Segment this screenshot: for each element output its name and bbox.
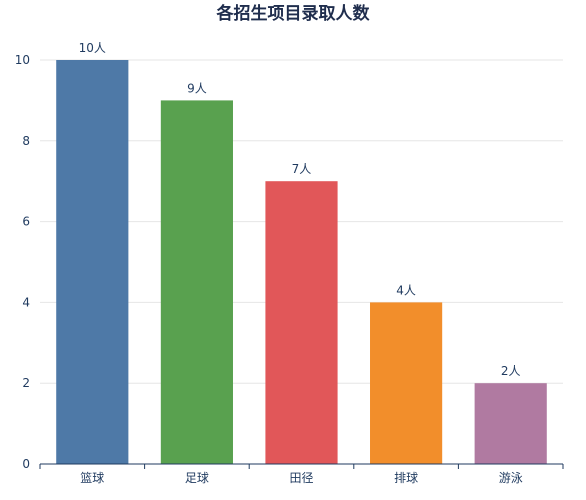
y-tick-label: 6 — [22, 215, 30, 229]
y-tick-label: 2 — [22, 376, 30, 390]
x-tick-label: 足球 — [185, 471, 209, 485]
x-tick-label: 田径 — [289, 471, 313, 485]
y-tick-label: 4 — [22, 295, 30, 309]
bar-足球[interactable] — [160, 100, 233, 465]
bars — [56, 60, 547, 465]
x-tick-label: 游泳 — [499, 471, 523, 485]
data-label: 7人 — [292, 162, 312, 176]
bar-游泳[interactable] — [474, 383, 547, 464]
data-label: 9人 — [187, 81, 207, 95]
data-label: 2人 — [501, 364, 521, 378]
bar-篮球[interactable] — [56, 60, 129, 464]
x-tick-label: 篮球 — [80, 470, 104, 485]
y-tick-label: 8 — [22, 134, 30, 148]
x-tick-label: 排球 — [394, 471, 418, 485]
data-label: 10人 — [79, 41, 106, 55]
bar-排球[interactable] — [370, 302, 443, 464]
bar-田径[interactable] — [265, 181, 338, 464]
chart-title: 各招生项目录取人数 — [216, 3, 371, 24]
y-tick-label: 10 — [15, 53, 30, 67]
data-label: 4人 — [396, 283, 416, 297]
axes — [39, 463, 564, 469]
y-tick-label: 0 — [22, 457, 30, 471]
